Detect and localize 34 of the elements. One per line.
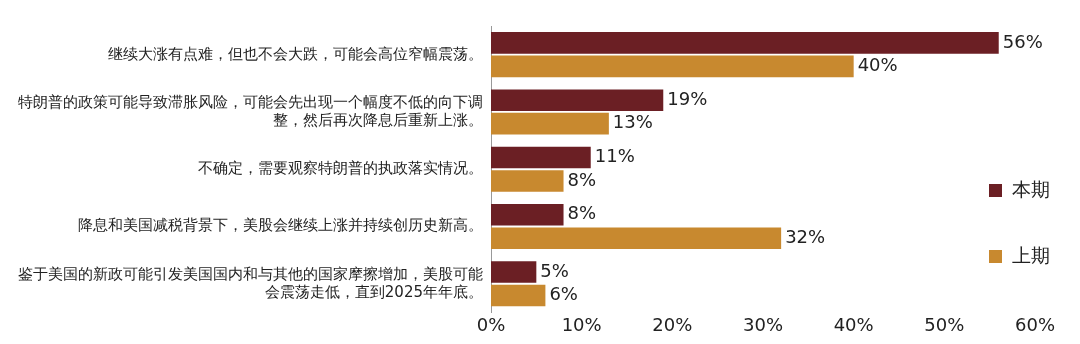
legend-label: 上期 <box>1012 243 1050 268</box>
y-tick-label: 不确定，需要观察特朗普的执政落实情况。 <box>198 159 483 178</box>
bar <box>491 32 999 54</box>
bar <box>491 284 546 307</box>
data-label: 40% <box>857 54 898 76</box>
x-tick-label: 60% <box>1014 313 1056 335</box>
data-label: 13% <box>612 111 653 133</box>
y-tick-label: 降息和美国减税背景下，美股会继续上涨并持续创历史新高。 <box>78 216 483 235</box>
bar <box>491 112 609 135</box>
data-label: 11% <box>594 145 635 167</box>
bar <box>491 170 564 192</box>
x-tick-label: 0% <box>476 313 506 335</box>
x-tick-label: 10% <box>561 313 602 335</box>
y-tick-label: 继续大涨有点难，但也不会大跌，可能会高位窄幅震荡。 <box>108 44 483 63</box>
data-label: 5% <box>540 259 569 281</box>
x-tick-label: 40% <box>833 313 874 335</box>
x-tick-label: 30% <box>742 313 784 335</box>
bar <box>491 89 664 111</box>
data-label: 32% <box>785 225 826 247</box>
data-label: 8% <box>567 202 597 224</box>
bar <box>491 55 854 78</box>
x-tick-label: 20% <box>652 313 693 335</box>
data-label: 56% <box>1002 30 1043 52</box>
bar <box>491 203 564 226</box>
x-tick-label: 50% <box>924 313 965 335</box>
bar <box>491 261 537 283</box>
y-tick-label: 鉴于美国的新政可能引发美国国内和与其他的国家摩擦增加，美股可能会震荡走低，直到2025年年底。 <box>18 264 483 301</box>
legend-label: 本期 <box>1012 177 1050 202</box>
bar <box>491 227 782 250</box>
y-tick-label: 特朗普的政策可能导致滞胀风险，可能会先出现一个幅度不低的向下调整，然后再次降息后重新上涨。 <box>18 92 483 129</box>
data-label: 6% <box>549 283 578 305</box>
data-label: 8% <box>567 168 597 190</box>
data-label: 19% <box>667 87 708 109</box>
bar <box>491 146 591 169</box>
